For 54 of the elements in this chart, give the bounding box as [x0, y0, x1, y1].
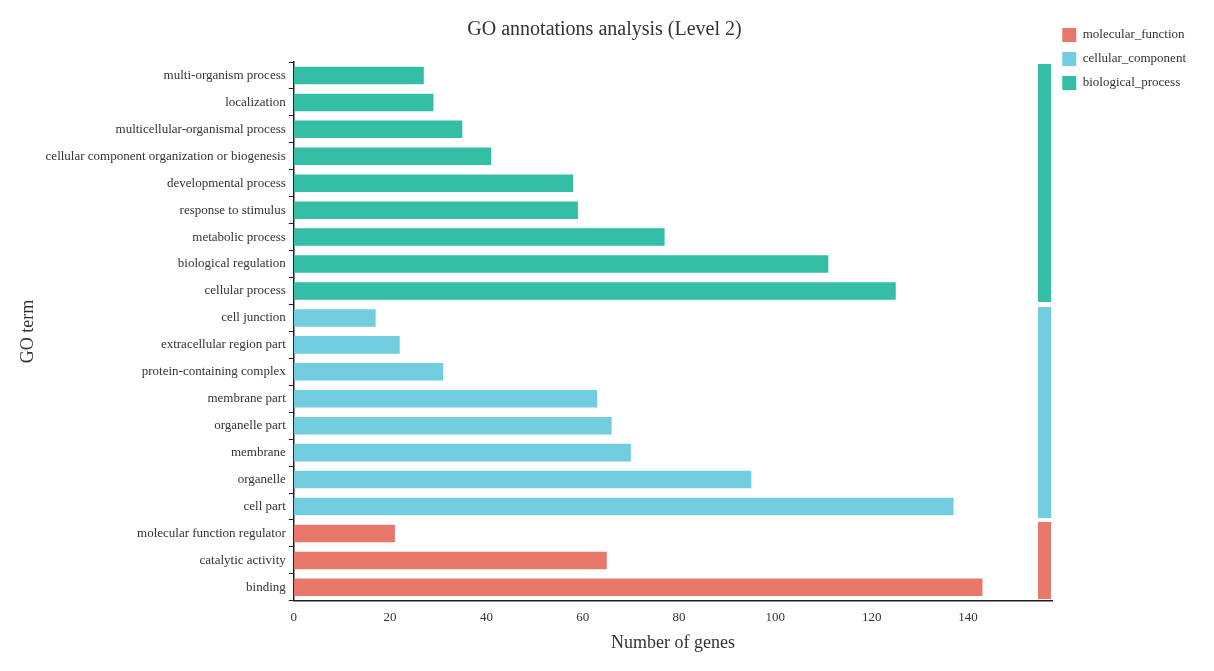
bar: [293, 416, 612, 435]
y-tick-label: catalytic activity: [199, 551, 287, 567]
legend-label: biological_process: [1082, 74, 1181, 90]
x-tick-label: 40: [479, 609, 493, 625]
y-tick-label: organelle part: [214, 417, 287, 433]
bar: [293, 228, 665, 246]
x-tick-label: 80: [672, 609, 686, 625]
chart-title: GO annotations analysis (Level 2): [467, 17, 742, 41]
y-tick-label: metabolic process: [192, 228, 286, 244]
y-tick-label: binding: [246, 578, 287, 594]
bar: [293, 363, 444, 381]
y-tick-label: cellular process: [204, 282, 286, 298]
bar: [293, 309, 376, 327]
y-tick-label: biological regulation: [177, 255, 287, 271]
y-tick-label: cell part: [243, 497, 287, 513]
y-tick-label: response to stimulus: [179, 201, 286, 217]
y-tick-label: cell junction: [221, 309, 287, 325]
bar: [293, 147, 492, 166]
bar: [293, 120, 463, 139]
bar: [293, 282, 896, 300]
bar: [293, 390, 598, 408]
bar: [293, 497, 954, 516]
x-tick-label: 120: [861, 609, 882, 625]
y-tick-label: extracellular region part: [160, 336, 287, 352]
x-tick-label: 60: [576, 609, 590, 625]
bar: [293, 93, 434, 112]
y-tick-label: molecular function regulator: [137, 524, 287, 540]
y-tick-label: localization: [225, 93, 287, 109]
bar: [293, 443, 631, 462]
x-tick-label: 20: [383, 609, 397, 625]
x-tick-label: 140: [958, 609, 978, 625]
y-tick-label: membrane: [230, 444, 287, 460]
bar: [293, 578, 983, 597]
bar: [293, 174, 574, 192]
x-axis-title: Number of genes: [611, 631, 736, 652]
legend-label: cellular_component: [1082, 50, 1187, 66]
y-tick-label: developmental process: [167, 174, 286, 190]
bar: [293, 255, 829, 273]
bar: [293, 524, 395, 543]
bar: [293, 336, 400, 354]
y-tick-label: protein-containing complex: [141, 363, 287, 379]
bar: [293, 470, 752, 489]
y-tick-label: multicellular-organismal process: [115, 120, 286, 136]
bar: [293, 66, 424, 85]
x-tick-label: 100: [765, 609, 786, 625]
y-tick-label: multi-organism process: [163, 66, 286, 82]
y-tick-label: cellular component organization or biogenesis: [45, 147, 286, 163]
y-tick-label: organelle: [237, 470, 287, 486]
x-tick-label: 0: [290, 609, 298, 625]
legend-label: molecular_function: [1082, 26, 1186, 42]
y-axis-title: GO term: [16, 299, 37, 364]
y-tick-label: membrane part: [207, 390, 287, 406]
bar: [293, 551, 607, 570]
bar: [293, 201, 578, 219]
